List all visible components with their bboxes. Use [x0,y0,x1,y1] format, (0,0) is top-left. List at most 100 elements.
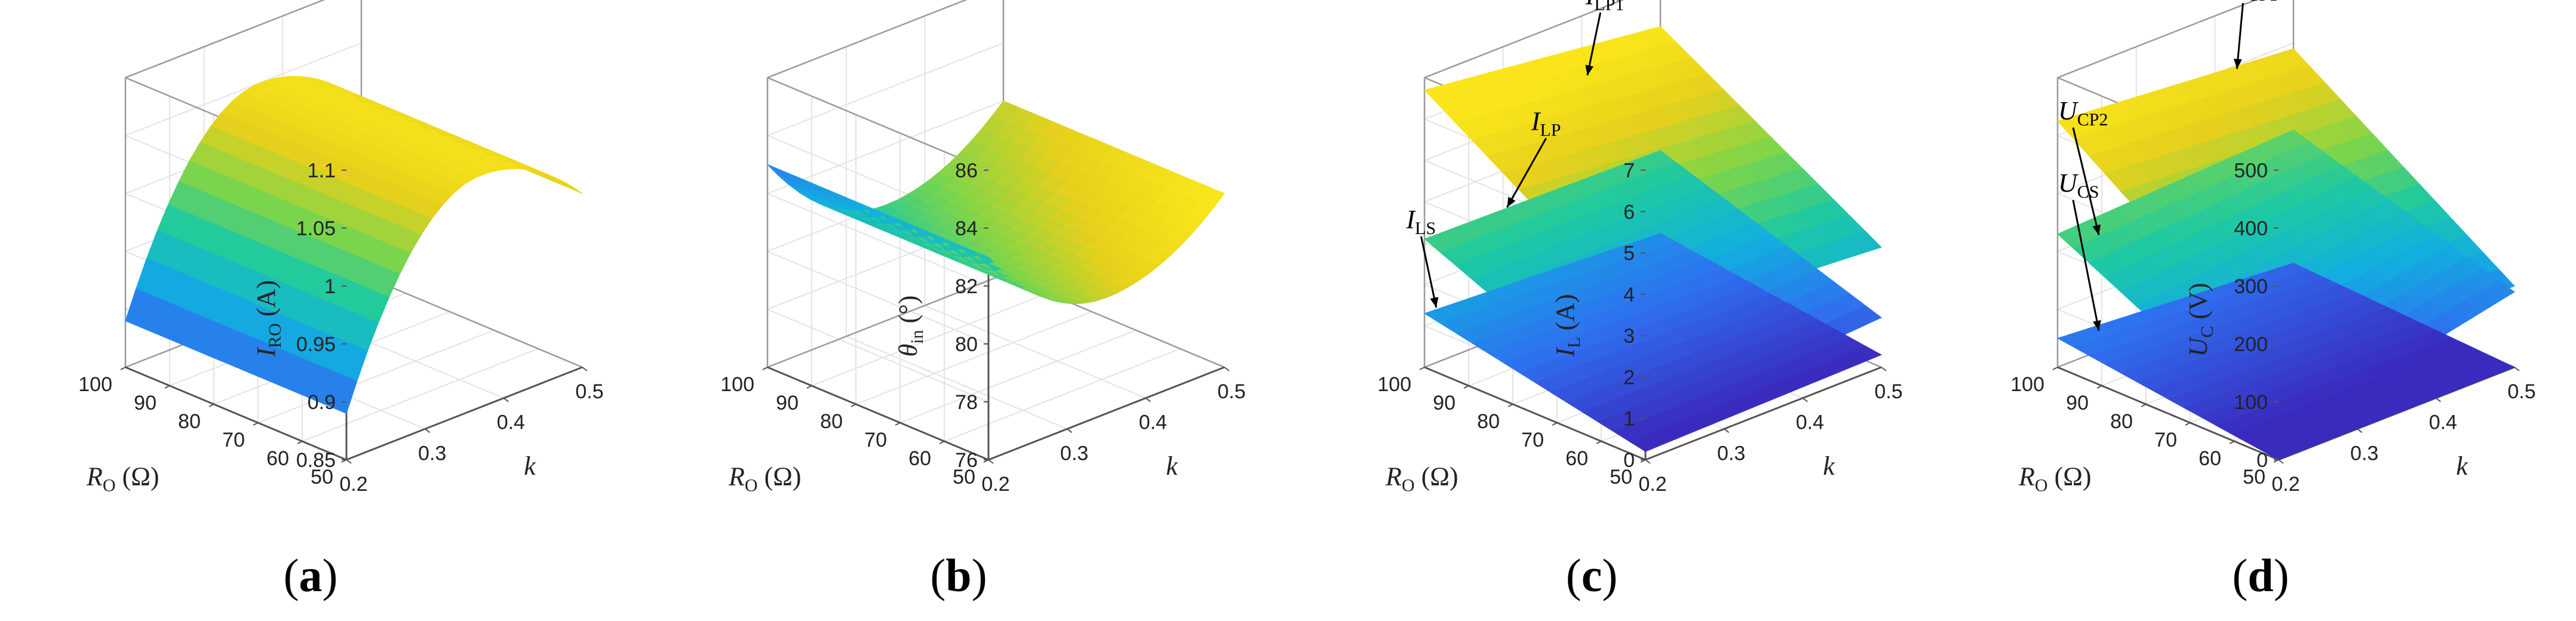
x-tick-mark [1145,397,1151,402]
y-tick-label: 90 [2066,392,2089,414]
box-edge [767,76,989,171]
z-axis-label: UC (V) [2184,283,2217,357]
annotation-label: ILS [1405,205,1436,238]
box-edge [767,273,1004,368]
x-tick-mark [582,367,588,371]
annotation-arrowhead [2233,59,2242,69]
y-tick-mark [2052,367,2058,370]
annotation-label: UCP2 [2058,96,2108,130]
x-tick-mark [1724,428,1730,434]
x-tick-mark [1224,367,1230,371]
y-tick-mark [2273,459,2279,463]
z-tick-label: 4 [1623,284,1635,306]
surface-cell [1854,346,1883,360]
x-axis-label: k [1823,451,1835,481]
y-tick-label: 90 [776,392,799,414]
y-tick-mark [1507,404,1513,407]
x-tick-label: 0.3 [418,442,446,465]
annotation-arrow [1586,12,1602,76]
z-axis-label: θin (°) [894,296,927,357]
z-tick-label: 0.95 [296,333,336,356]
x-tick-label: 0.2 [1638,473,1666,496]
y-tick-mark [1640,459,1646,463]
x-axis-label: k [524,451,536,481]
y-tick-label: 90 [1433,392,1456,414]
z-tick-label: 7 [1623,159,1635,182]
z-tick-label: 200 [2234,333,2268,356]
panel-label: (b) [930,549,987,601]
surface-cell [1197,186,1225,208]
y-tick-label: 100 [1377,373,1411,396]
y-tick-mark [2185,422,2191,426]
x-tick-mark [1802,397,1808,402]
z-axis-label: IRO (A) [251,280,285,357]
panel-label: (c) [1566,549,1618,601]
annotation-label: ILP1 [1585,0,1625,14]
y-tick-mark [164,385,170,389]
z-tick-label: 300 [2234,275,2268,298]
annotation-arrowhead [2092,224,2101,235]
y-axis-label: RO (Ω) [728,462,802,496]
surface-u-cs [2056,263,2516,460]
surface-cell [555,179,583,194]
z-tick-label: 6 [1623,201,1635,223]
x-axis-line [1645,366,1882,461]
y-tick-label: 100 [720,373,754,396]
box-edge [125,0,326,79]
z-tick-label: 1.05 [296,217,336,240]
z-tick-label: 5 [1623,242,1635,265]
annotation-u-cp1: UCP1 [2228,0,2278,69]
panel-label: (d) [2232,549,2289,601]
y-tick-mark [208,404,214,407]
x-axis-line [346,366,583,461]
y-tick-label: 50 [1610,466,1632,488]
y-tick-label: 80 [2110,410,2133,433]
annotation-arrowhead [2093,320,2101,331]
z-axis-label: IL (A) [1550,294,1584,357]
y-tick-label: 80 [178,410,201,433]
z-tick-label: 1.1 [308,159,336,182]
y-tick-mark [2096,385,2102,389]
y-tick-mark [2141,404,2147,407]
y-tick-mark [851,404,856,407]
annotation-arrowhead [1430,297,1439,308]
panel-c: 0 1 2 3 4 5 6 7 0.2 0.3 0.4 0.5 50 60 70 80 90 100 IL (A) k… [1377,0,1903,601]
annotation-u-cs: UCS [2058,168,2101,331]
y-tick-mark [253,422,259,426]
x-tick-label: 0.4 [1796,411,1824,434]
y-ticks: 50 60 70 80 90 100 [2010,367,2279,488]
y-tick-label: 60 [1565,447,1588,470]
x-tick-mark [346,459,352,464]
x-ticks: 0.2 0.3 0.4 0.5 [1638,367,1903,496]
y-tick-mark [939,441,945,444]
x-tick-mark [2278,459,2284,464]
z-ticks: 0 100 200 300 400 500 [2234,159,2279,472]
y-ticks: 50 60 70 80 90 100 [1377,367,1646,488]
z-tick-label: 78 [955,391,978,414]
annotation-arrowhead [1507,196,1516,208]
y-axis-label: RO (Ω) [2018,462,2092,496]
annotation-arrow [1420,236,1438,308]
z-ticks: 76 78 80 82 84 86 [955,159,988,472]
panel-a: 0.85 0.9 0.95 1 1.05 1.1 0.2 0.3 0.4 0.5 50 60 70 80 9… [78,0,604,601]
y-tick-label: 80 [820,410,843,433]
x-ticks: 0.2 0.3 0.4 0.5 [2271,367,2536,496]
y-tick-label: 80 [1477,410,1500,433]
annotation-arrow [2072,127,2100,235]
x-tick-label: 0.2 [981,473,1009,496]
surface-cell [2487,359,2516,372]
z-tick-label: 3 [1623,325,1635,348]
y-axis-label: RO (Ω) [1385,462,1459,496]
z-tick-label: 400 [2234,217,2268,240]
y-tick-label: 70 [864,429,887,451]
x-tick-mark [2435,397,2441,402]
z-ticks: 0 1 2 3 4 5 6 7 [1623,159,1645,472]
annotation-label: UCS [2058,168,2099,202]
box-edge [361,273,583,368]
y-tick-label: 70 [222,429,245,451]
x-tick-label: 0.5 [1217,380,1245,403]
x-axis-label: k [1166,451,1178,481]
z-tick-label: 2 [1623,366,1635,389]
surface-cell [524,166,551,181]
y-tick-mark [806,385,812,389]
